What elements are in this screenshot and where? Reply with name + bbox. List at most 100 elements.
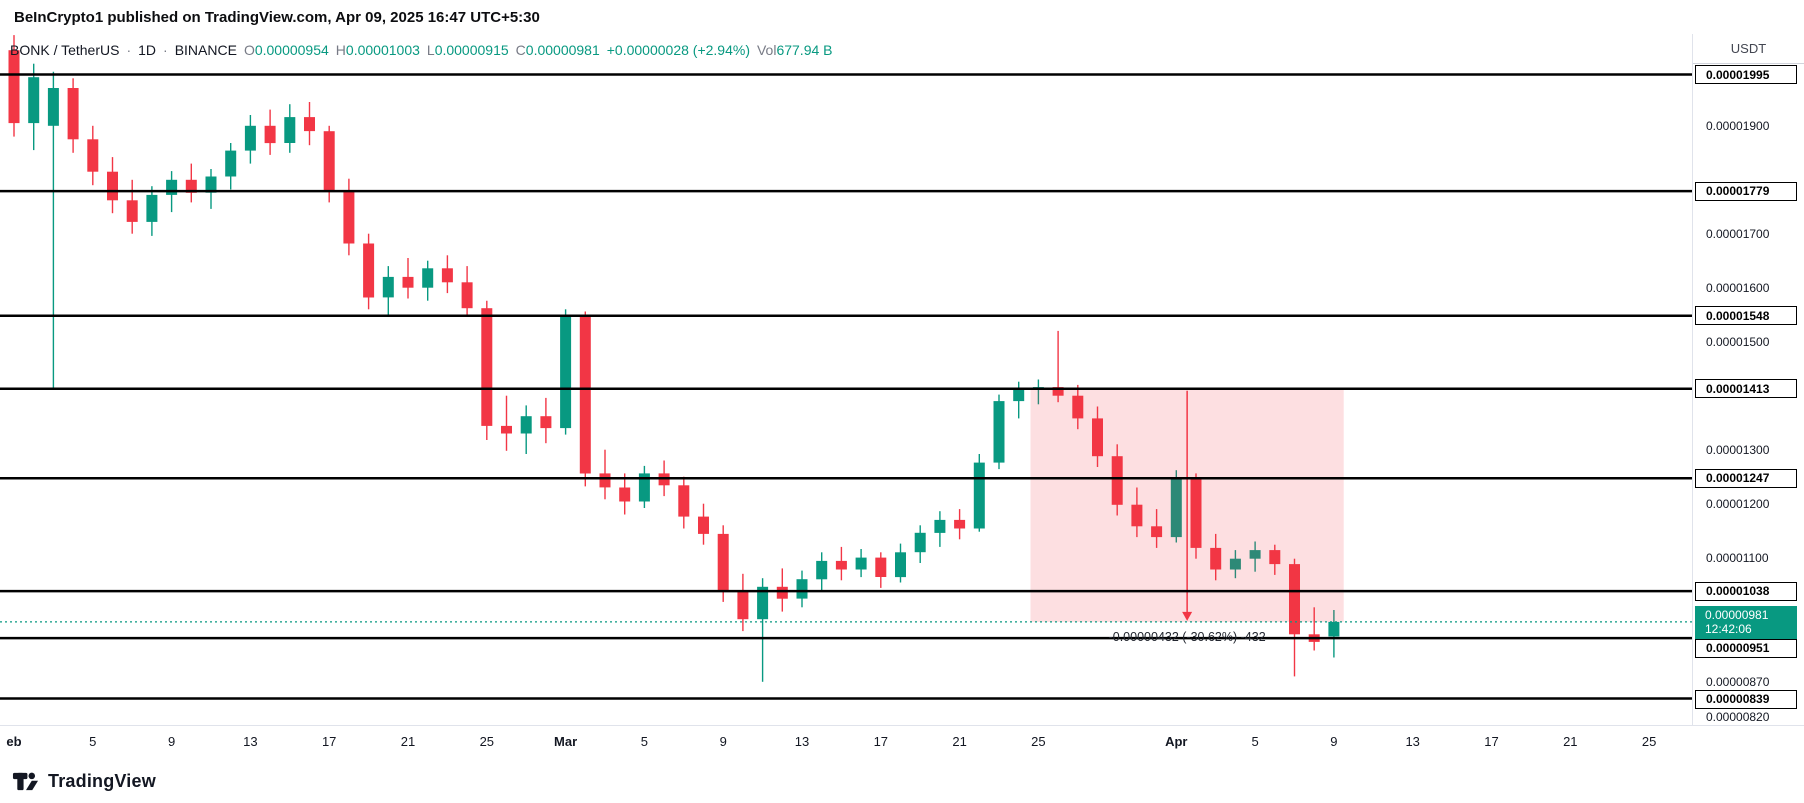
- time-tick: 5: [1251, 734, 1259, 749]
- change-value: +0.00000028 (+2.94%): [606, 42, 750, 58]
- candle-body: [501, 425, 512, 434]
- tradingview-wordmark[interactable]: TradingView: [48, 770, 156, 791]
- attribution-text: BeInCrypto1 published on TradingView.com…: [14, 8, 540, 26]
- candle-body: [1170, 478, 1182, 538]
- candle-body: [796, 579, 808, 599]
- time-tick: 13: [794, 734, 810, 749]
- candle-body: [1190, 478, 1202, 548]
- candle-body: [698, 516, 709, 534]
- candle-body: [166, 179, 178, 195]
- candle-body: [619, 487, 631, 502]
- candle-body: [1052, 387, 1064, 396]
- candle-body: [284, 117, 296, 143]
- candle-body: [855, 557, 867, 570]
- time-tick: Mar: [554, 734, 578, 749]
- price-level-badge: 0.00001548: [1695, 306, 1797, 326]
- currency-toggle[interactable]: USDT: [1693, 34, 1804, 64]
- price-tick: 0.00001200: [1706, 496, 1770, 511]
- volume-value: 677.94 B: [776, 42, 833, 58]
- candle-body: [993, 401, 1005, 463]
- time-tick: 17: [1484, 734, 1499, 749]
- time-axis[interactable]: eb 5 9 13 17 21 25 Mar 5 9 13 17 21 25 Apr 5 9 13 17 21 25: [0, 725, 1804, 759]
- time-tick: 9: [1330, 734, 1338, 749]
- candle-body: [126, 200, 138, 222]
- current-price-value: 0.00000981: [1705, 607, 1769, 622]
- separator-dot: ·: [126, 42, 132, 58]
- price-tick: 0.00001700: [1706, 226, 1770, 241]
- candle-body: [638, 473, 650, 502]
- price-tick: 0.00001100: [1706, 550, 1769, 565]
- candle-body: [185, 179, 197, 193]
- candle-body: [1131, 504, 1143, 527]
- candle-body: [323, 131, 335, 191]
- chart-plot[interactable]: BONK / TetherUS · 1D · BINANCE O0.000009…: [0, 34, 1692, 725]
- candle-body: [205, 176, 217, 193]
- price-level-badge: 0.00000839: [1695, 689, 1797, 709]
- measurement-arrow-head: [1182, 611, 1193, 621]
- price-axis[interactable]: USDT 0.00001995 0.00001900 0.00001779 0.000…: [1692, 34, 1804, 725]
- candle-body: [1289, 564, 1300, 635]
- low-label: L: [426, 42, 435, 58]
- time-tick: 25: [1641, 734, 1657, 749]
- candle-body: [816, 560, 828, 580]
- price-tick: 0.00000870: [1706, 674, 1770, 689]
- candle-body: [107, 171, 118, 201]
- candle-body: [973, 462, 985, 529]
- candle-body: [776, 586, 788, 599]
- candle-body: [244, 125, 256, 151]
- candle-body: [146, 194, 158, 222]
- candle-body: [1111, 456, 1123, 505]
- candlestick-chart[interactable]: [0, 34, 1692, 725]
- candle-body: [1092, 418, 1103, 457]
- price-tick: 0.00001900: [1706, 118, 1770, 133]
- time-tick: 21: [400, 734, 416, 749]
- candle-body: [264, 125, 276, 144]
- candle-body: [441, 268, 453, 283]
- time-tick: 21: [952, 734, 967, 749]
- candle-body: [47, 88, 59, 126]
- candle-body: [599, 473, 611, 488]
- price-tick: 0.00001500: [1706, 334, 1770, 349]
- price-tick: 0.00001600: [1706, 280, 1770, 295]
- time-tick: 13: [243, 734, 258, 749]
- close-label: C: [515, 42, 526, 58]
- candle-body: [1269, 550, 1281, 565]
- high-label: H: [335, 42, 346, 58]
- price-level-badge: 0.00001995: [1695, 65, 1797, 84]
- candle-body: [540, 416, 552, 429]
- interval-label: 1D: [138, 42, 157, 58]
- chart-area: BONK / TetherUS · 1D · BINANCE O0.000009…: [0, 34, 1804, 725]
- price-level-badge: 0.00001779: [1695, 181, 1797, 201]
- candle-body: [363, 243, 375, 298]
- high-readout: H0.00001003: [336, 42, 420, 58]
- time-tick: 9: [719, 734, 727, 749]
- price-level-badge: 0.00001247: [1695, 468, 1797, 488]
- bar-countdown: 12:42:06: [1705, 621, 1752, 636]
- candle-body: [225, 150, 237, 177]
- candle-body: [520, 416, 532, 434]
- open-value: 0.00000954: [254, 42, 329, 58]
- candle-body: [1210, 547, 1222, 570]
- time-tick: 25: [1031, 734, 1046, 749]
- open-label: O: [243, 42, 255, 58]
- time-tick: 5: [640, 734, 649, 749]
- time-tick: 13: [1405, 734, 1420, 749]
- time-tick: 17: [321, 734, 337, 749]
- candle-body: [481, 308, 493, 426]
- volume-readout: Vol677.94 B: [757, 42, 833, 58]
- time-tick: 21: [1563, 734, 1578, 749]
- time-tick: 5: [89, 734, 97, 749]
- candle-body: [1072, 395, 1084, 419]
- candle-body: [1328, 621, 1340, 637]
- candle-body: [304, 117, 315, 132]
- candle-body: [678, 485, 690, 517]
- volume-label: Vol: [756, 42, 777, 58]
- chart-legend: BONK / TetherUS · 1D · BINANCE O0.000009…: [10, 42, 833, 58]
- tradingview-logo-icon[interactable]: [12, 768, 39, 795]
- candle-body: [934, 519, 946, 533]
- candle-body: [717, 533, 729, 590]
- candle-body: [402, 276, 414, 288]
- candle-body: [835, 560, 847, 570]
- exchange-label: BINANCE: [174, 42, 237, 58]
